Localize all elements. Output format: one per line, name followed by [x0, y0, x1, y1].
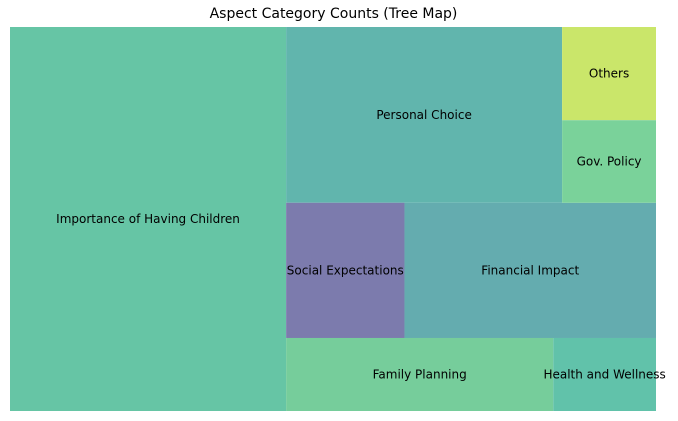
treemap-tile-others: Others: [562, 27, 656, 121]
treemap-rect: [562, 120, 656, 203]
treemap-rect: [404, 202, 656, 338]
treemap-label: Others: [589, 67, 629, 81]
treemap-rect: [10, 27, 287, 411]
treemap-label: Social Expectations: [287, 263, 404, 277]
chart-title: Aspect Category Counts (Tree Map): [209, 6, 458, 22]
treemap-label: Health and Wellness: [543, 367, 665, 381]
treemap-rect: [553, 337, 656, 411]
treemap-label: Gov. Policy: [577, 154, 642, 168]
treemap-tile-personal-choice: Personal Choice: [286, 27, 563, 203]
treemap-label: Personal Choice: [376, 108, 471, 122]
treemap-rect: [286, 27, 563, 203]
treemap-tile-health-and-wellness: Health and Wellness: [543, 337, 666, 411]
treemap-tile-social-expectations: Social Expectations: [286, 202, 405, 338]
treemap-rect: [562, 27, 656, 121]
treemap-label: Financial Impact: [481, 263, 579, 277]
treemap-tile-family-planning: Family Planning: [286, 337, 554, 411]
treemap-rect: [286, 202, 405, 338]
treemap-label: Family Planning: [373, 367, 467, 381]
treemap-tile-gov-policy: Gov. Policy: [562, 120, 656, 203]
treemap-rect: [286, 337, 554, 411]
treemap-tile-financial-impact: Financial Impact: [404, 202, 656, 338]
treemap-label: Importance of Having Children: [56, 212, 240, 226]
treemap-tile-importance-of-having-children: Importance of Having Children: [10, 27, 287, 411]
